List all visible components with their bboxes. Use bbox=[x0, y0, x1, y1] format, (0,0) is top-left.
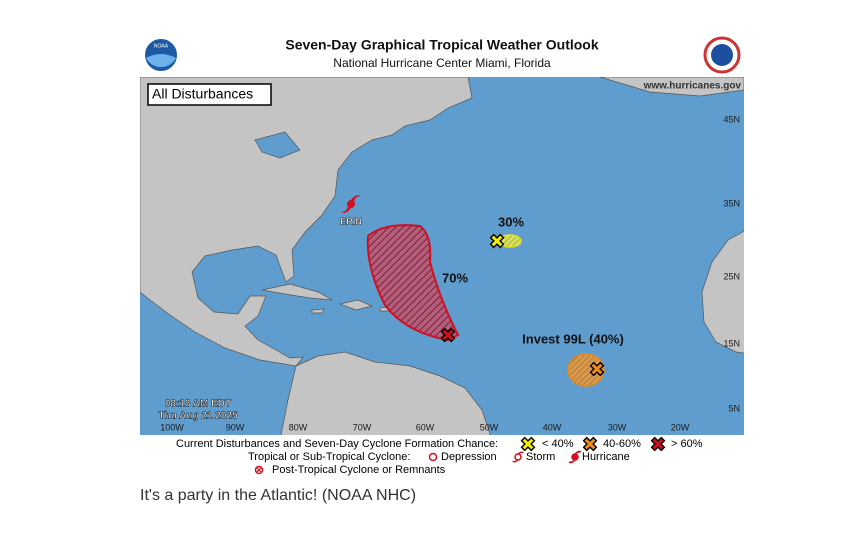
lat-label: 25N bbox=[723, 271, 740, 281]
lon-label: 90W bbox=[226, 422, 245, 432]
lon-label: 60W bbox=[416, 422, 435, 432]
legend-depression bbox=[428, 452, 438, 462]
disturbance-label: 30% bbox=[498, 214, 524, 229]
title: Seven-Day Graphical Tropical Weather Out… bbox=[285, 37, 598, 53]
legend-text: Tropical or Sub-Tropical Cyclone: bbox=[248, 451, 410, 463]
area-70 bbox=[366, 224, 460, 342]
panel-label: All Disturbances bbox=[152, 86, 253, 102]
cuba bbox=[261, 283, 333, 301]
legend-text: Post-Tropical Cyclone or Remnants bbox=[272, 464, 446, 476]
legend-text: Depression bbox=[441, 451, 497, 463]
lat-label: 15N bbox=[723, 338, 740, 348]
north-america bbox=[140, 77, 473, 367]
south-america bbox=[280, 351, 491, 435]
legend-x-high bbox=[650, 436, 666, 452]
lon-label: 30W bbox=[608, 422, 627, 432]
legend-post-tropical-x bbox=[256, 467, 262, 473]
website: www.hurricanes.gov bbox=[643, 81, 742, 92]
noaa-logo-text: NOAA bbox=[154, 43, 169, 49]
legend-text: Hurricane bbox=[582, 451, 630, 463]
legend-x-low bbox=[520, 436, 536, 452]
lon-label: 70W bbox=[353, 422, 372, 432]
subtitle: National Hurricane Center Miami, Florida bbox=[333, 56, 551, 70]
africa bbox=[701, 230, 744, 354]
legend-text: 40-60% bbox=[603, 438, 641, 450]
legend-hurricane bbox=[568, 450, 582, 464]
legend-post-tropical bbox=[254, 465, 264, 475]
panel-label-box bbox=[147, 83, 272, 106]
lon-label: 50W bbox=[480, 422, 499, 432]
header-bg bbox=[140, 30, 744, 77]
lon-label: 20W bbox=[671, 422, 690, 432]
legend-storm bbox=[512, 451, 524, 463]
area-40 bbox=[567, 353, 605, 387]
greenland-labrador bbox=[599, 77, 744, 97]
legend-text: < 40% bbox=[542, 438, 574, 450]
hurricane-icon bbox=[341, 195, 361, 213]
jamaica bbox=[311, 308, 325, 314]
lat-label: 45N bbox=[723, 114, 740, 124]
legend-text: Storm bbox=[526, 451, 555, 463]
legend-text: > 60% bbox=[671, 438, 703, 450]
timestamp: Thu Aug 21 2025 bbox=[158, 411, 238, 422]
lon-label: 40W bbox=[543, 422, 562, 432]
lat-label: 35N bbox=[723, 198, 740, 208]
noaa-logo-wave bbox=[146, 54, 176, 68]
hispaniola bbox=[338, 299, 374, 311]
nws-logo-inner bbox=[711, 44, 733, 66]
caption: It's a party in the Atlantic! (NOAA NHC) bbox=[140, 487, 416, 504]
disturbance-label: 70% bbox=[442, 270, 468, 285]
lon-label: 80W bbox=[289, 422, 308, 432]
timestamp: 08:18 AM EDT bbox=[165, 399, 231, 410]
storm-label: ERIN bbox=[340, 216, 362, 226]
lat-label: 5N bbox=[728, 403, 740, 413]
disturbance-label: Invest 99L (40%) bbox=[522, 331, 624, 346]
legend-text: Current Disturbances and Seven-Day Cyclo… bbox=[176, 438, 498, 450]
great-lakes bbox=[254, 131, 301, 159]
legend-x-medium bbox=[582, 436, 598, 452]
lon-label: 100W bbox=[160, 422, 184, 432]
